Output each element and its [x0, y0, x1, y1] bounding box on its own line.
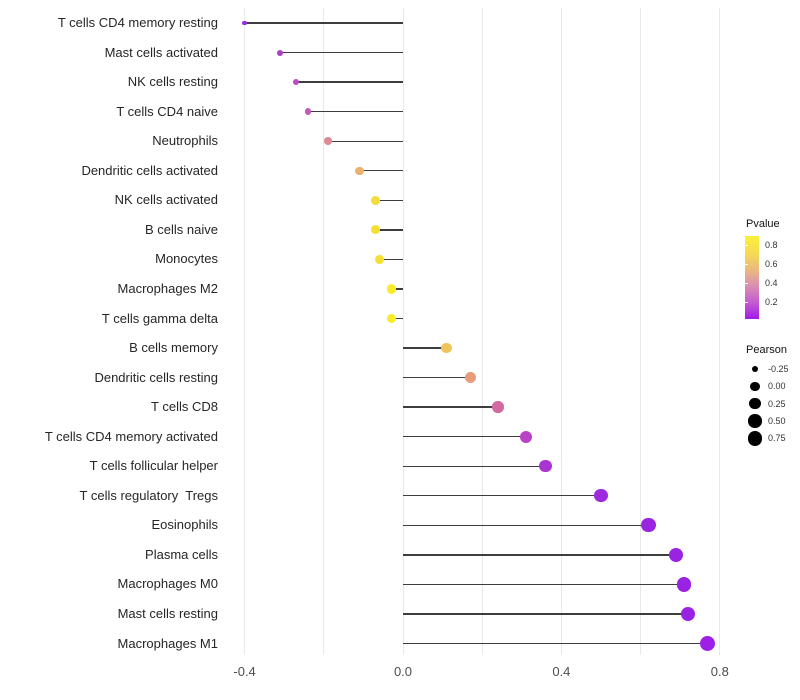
lollipop-stem [403, 406, 499, 408]
colorbar-tick-label: 0.4 [765, 278, 778, 288]
lollipop-dot [355, 166, 364, 175]
pearson-legend-label: -0.25 [768, 364, 789, 374]
lollipop-stem [403, 465, 546, 467]
y-axis-label: Monocytes [155, 251, 218, 267]
x-tick-label: 0.4 [552, 664, 571, 679]
x-tick-label: 0.8 [710, 664, 729, 679]
lollipop-dot [676, 577, 692, 592]
pearson-legend-dot [750, 381, 760, 392]
pearson-legend-label: 0.25 [768, 398, 786, 409]
gridline [323, 8, 325, 655]
lollipop-dot [386, 284, 396, 294]
gridline [244, 8, 246, 655]
y-axis-label: T cells gamma delta [101, 310, 218, 326]
lollipop-dot [464, 372, 476, 384]
pvalue-legend-title: Pvalue [746, 218, 780, 230]
colorbar-tick [745, 283, 748, 284]
pearson-legend-dot [747, 430, 763, 446]
pearson-legend-label: 0.75 [768, 433, 786, 444]
lollipop-stem [379, 258, 403, 261]
lollipop-dot [292, 78, 300, 86]
lollipop-stem [403, 376, 471, 379]
lollipop-dot [700, 636, 716, 652]
lollipop-stem [359, 170, 403, 172]
lollipop-dot [370, 195, 380, 205]
colorbar-tick-label: 0.2 [765, 297, 778, 307]
y-axis-label: B cells naive [145, 221, 218, 237]
y-axis-label: T cells CD8 [151, 399, 218, 415]
y-axis-label: Plasma cells [145, 546, 218, 562]
lollipop-stem [296, 81, 403, 83]
colorbar-tick [745, 264, 748, 265]
lollipop-stem [391, 317, 403, 320]
lollipop-stem [403, 347, 447, 349]
lollipop-dot [242, 20, 247, 26]
lollipop-dot [374, 254, 384, 264]
y-axis-label: Mast cells resting [117, 606, 218, 621]
lollipop-dot [370, 225, 380, 235]
lollipop-stem [280, 51, 403, 54]
colorbar-tick-label: 0.8 [765, 240, 778, 250]
lollipop-dot [539, 460, 552, 473]
colorbar-tick [745, 302, 748, 303]
lollipop-stem [327, 140, 403, 142]
lollipop-stem [307, 110, 403, 113]
lollipop-dot [324, 137, 332, 145]
pearson-legend-title: Pearson [746, 344, 787, 356]
lollipop-stem [375, 199, 403, 201]
lollipop-dot [441, 342, 452, 354]
pvalue-colorbar [745, 236, 759, 319]
pearson-legend-dot [751, 365, 759, 373]
y-axis-label: Mast cells activated [104, 44, 218, 60]
y-axis-label: Macrophages M2 [117, 280, 218, 296]
lollipop-stem [403, 583, 685, 586]
pearson-legend-dot [749, 397, 761, 410]
lollipop-dot [304, 108, 312, 116]
lollipop-dot [594, 489, 608, 503]
y-axis-label: NK cells resting [127, 74, 218, 90]
y-axis-label: Macrophages M1 [117, 635, 218, 651]
gridline [481, 8, 483, 655]
colorbar-tick [745, 245, 748, 246]
y-axis-label: T cells CD4 memory resting [57, 15, 218, 30]
y-axis-label: Dendritic cells resting [94, 369, 218, 385]
colorbar-tick-label: 0.6 [765, 259, 778, 269]
lollipop-stem [375, 229, 403, 231]
y-axis-label: T cells regulatory Tregs [79, 487, 218, 503]
pearson-legend-label: 0.00 [768, 381, 786, 392]
pearson-legend-label: 0.50 [768, 415, 786, 426]
pearson-legend-dot [748, 414, 762, 428]
lollipop-dot [680, 606, 696, 622]
lollipop-stem [391, 288, 403, 290]
lollipop-stem [403, 436, 526, 438]
y-axis-label: T cells CD4 naive [116, 103, 218, 119]
lollipop-dot [641, 518, 656, 533]
x-tick-label: 0.0 [393, 664, 413, 679]
lollipop-dot [492, 401, 504, 413]
lollipop-stem [403, 495, 601, 497]
lollipop-dot [386, 313, 396, 324]
y-axis-label: T cells CD4 memory activated [44, 428, 218, 444]
y-axis-label: NK cells activated [114, 192, 218, 208]
lollipop-dot [668, 547, 684, 563]
lollipop-dot [277, 49, 284, 56]
lollipop-stem [403, 613, 689, 615]
gridline [402, 8, 404, 655]
x-tick-label: -0.4 [233, 664, 256, 679]
gridline [560, 8, 562, 655]
lollipop-stem [403, 554, 677, 556]
y-axis-label: Neutrophils [152, 133, 218, 149]
y-axis-label: T cells follicular helper [89, 458, 218, 474]
lollipop-stem [244, 22, 403, 24]
lollipop-stem [403, 642, 708, 645]
lollipop-stem [403, 524, 649, 527]
y-axis-label: Dendritic cells activated [81, 162, 218, 178]
gridline [640, 8, 642, 655]
y-axis-label: Macrophages M0 [117, 576, 218, 592]
gridline [719, 8, 721, 655]
y-axis-label: Eosinophils [151, 517, 219, 533]
y-axis-label: B cells memory [129, 340, 218, 356]
lollipop-dot [519, 430, 532, 443]
